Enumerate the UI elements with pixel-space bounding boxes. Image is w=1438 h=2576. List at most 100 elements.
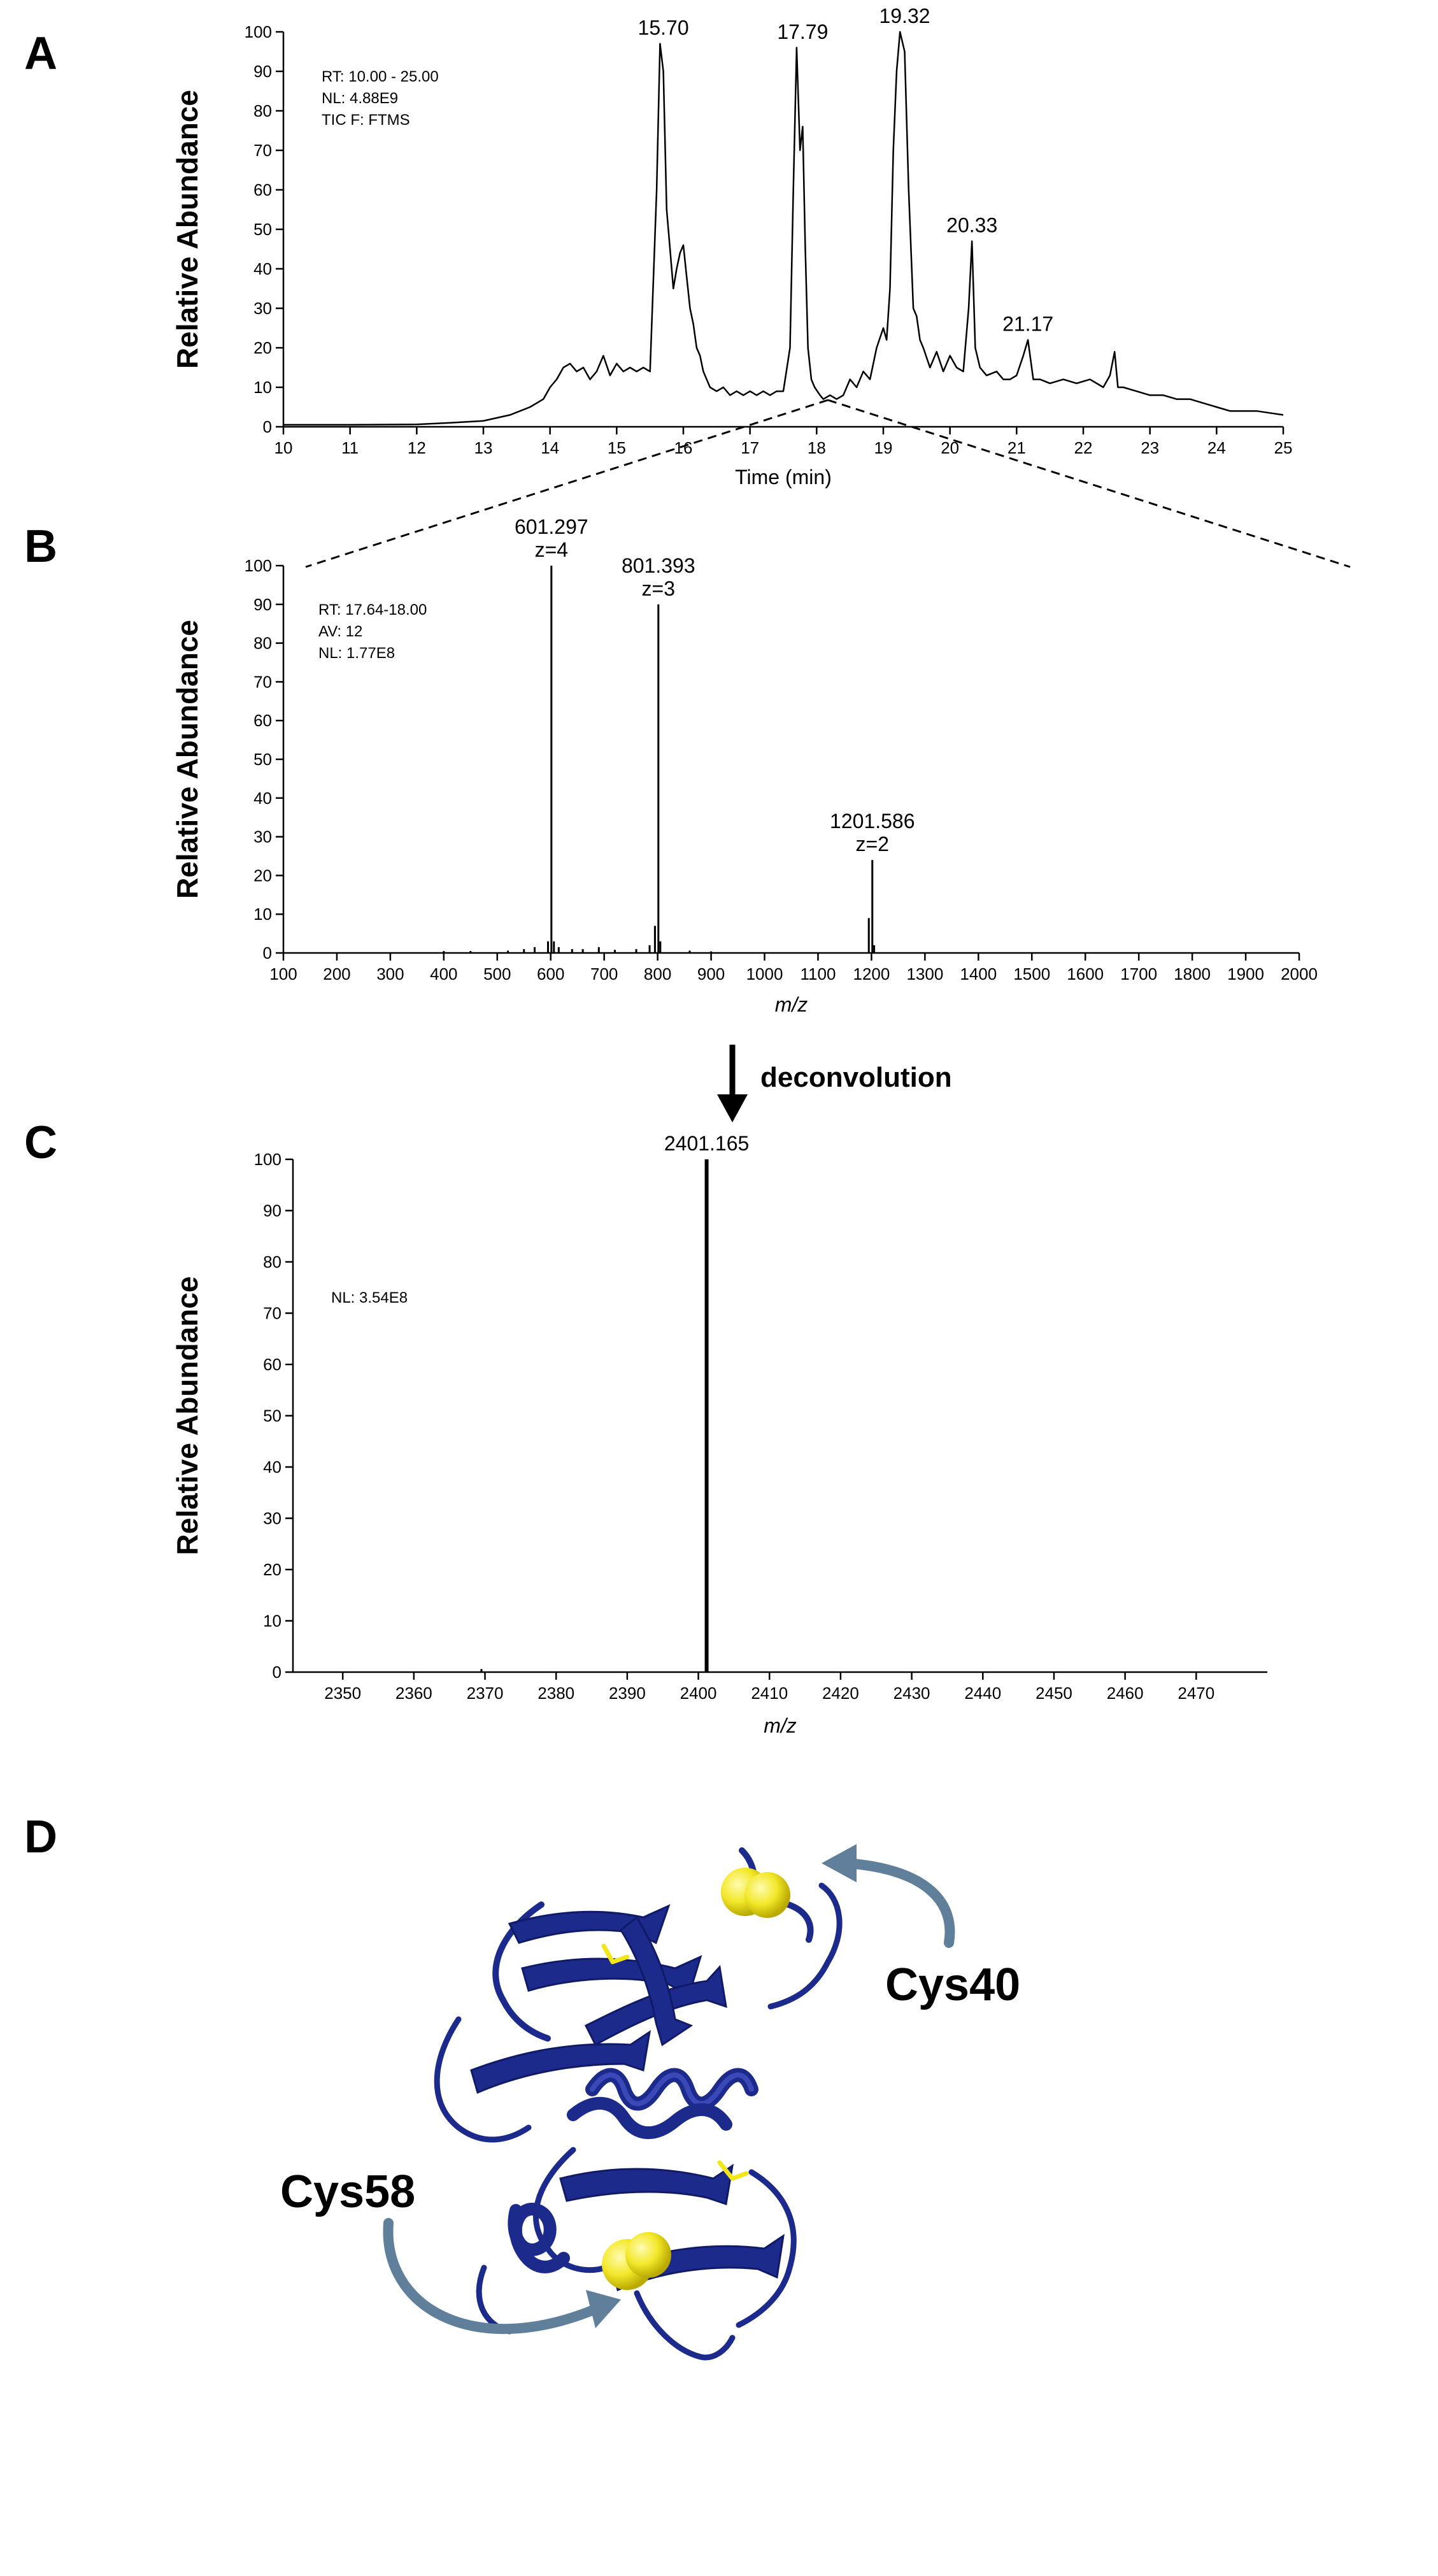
panel-label-b: B [24, 521, 57, 572]
ytick-label-a: 60 [253, 180, 272, 199]
ytick-label-c: 20 [263, 1560, 281, 1579]
ytick-label-b: 60 [253, 711, 272, 730]
peak-label-a: 15.70 [638, 17, 689, 39]
ytick-label-a: 0 [263, 417, 272, 436]
xtick-label-a: 25 [1274, 438, 1293, 457]
xtick-label-a: 19 [874, 438, 893, 457]
axis-a [282, 32, 1283, 428]
peak-label-b: 801.393 [622, 554, 695, 577]
xtick-label-b: 1700 [1120, 964, 1157, 984]
xtick-label-c: 2360 [395, 1684, 432, 1703]
xtick-label-b: 1000 [746, 964, 783, 984]
xtick-label-b: 800 [644, 964, 671, 984]
peak-label-c: 2401.165 [664, 1132, 749, 1155]
xtick-label-b: 1100 [801, 964, 836, 984]
info-line-c: NL: 3.54E8 [331, 1289, 408, 1306]
xtick-label-a: 22 [1074, 438, 1093, 457]
ytick-label-b: 50 [253, 750, 272, 769]
info-line-a: NL: 4.88E9 [322, 90, 398, 107]
ytick-label-a: 40 [253, 259, 272, 278]
ytick-label-a: 90 [253, 62, 272, 81]
ytick-label-b: 20 [253, 866, 272, 885]
cys58-label: Cys58 [280, 2166, 415, 2217]
xtick-label-c: 2430 [893, 1684, 930, 1703]
ytick-label-b: 10 [253, 905, 272, 924]
y-axis-label-c: Relative Abundance [171, 1277, 204, 1556]
ytick-label-a: 10 [253, 378, 272, 397]
xtick-label-c: 2410 [751, 1684, 788, 1703]
info-line-b: RT: 17.64-18.00 [318, 601, 427, 619]
axis-c [292, 1159, 1267, 1673]
ytick-label-a: 80 [253, 101, 272, 120]
xtick-label-a: 23 [1141, 438, 1159, 457]
ytick-label-c: 50 [263, 1406, 281, 1426]
xtick-label-b: 100 [269, 964, 297, 984]
xtick-label-b: 1600 [1067, 964, 1104, 984]
protein-structure [434, 1847, 843, 2361]
xtick-label-b: 1200 [853, 964, 890, 984]
ytick-label-c: 60 [263, 1355, 281, 1374]
xtick-label-b: 700 [590, 964, 618, 984]
ytick-label-b: 80 [253, 634, 272, 653]
charge-label-b: z=2 [856, 833, 889, 855]
ytick-label-b: 30 [253, 827, 272, 847]
xtick-label-a: 11 [341, 438, 359, 457]
panel-label-d: D [24, 1812, 57, 1863]
xtick-label-c: 2420 [822, 1684, 859, 1703]
axis-b [282, 566, 1299, 954]
series-line-a [283, 31, 1284, 426]
ytick-label-b: 100 [245, 556, 272, 575]
ytick-label-b: 0 [263, 943, 272, 962]
x-axis-label-c: m/z [764, 1714, 797, 1737]
y-axis-label-b: Relative Abundance [171, 620, 204, 899]
xtick-label-a: 13 [474, 438, 493, 457]
ytick-label-c: 70 [263, 1304, 281, 1323]
peak-label-a: 21.17 [1002, 313, 1053, 336]
peak-label-b: 601.297 [515, 515, 588, 538]
ytick-label-a: 50 [253, 220, 272, 239]
xtick-label-c: 2450 [1036, 1684, 1072, 1703]
peak-label-b: 1201.586 [830, 810, 915, 833]
xtick-label-c: 2370 [467, 1684, 504, 1703]
xtick-label-b: 1500 [1013, 964, 1050, 984]
ytick-label-a: 100 [245, 22, 272, 41]
charge-label-b: z=4 [535, 538, 568, 561]
xtick-label-a: 14 [541, 438, 559, 457]
chart-b-ms-spectrum: 0 10 20 30 40 50 60 70 80 90 100 100 200 300 400 500 600… [171, 515, 1318, 1016]
chart-c-deconvoluted-spectrum: 0 10 20 30 40 50 60 70 80 90 100 2350 2360 2370 2380 23… [171, 1132, 1267, 1737]
zoom-line-right [827, 399, 1351, 568]
info-line-a: RT: 10.00 - 25.00 [322, 68, 439, 85]
ytick-label-a: 70 [253, 141, 272, 160]
ytick-label-b: 90 [253, 595, 272, 614]
peak-label-a: 19.32 [879, 4, 930, 27]
xtick-label-b: 2000 [1281, 964, 1318, 984]
cys58-arrow [383, 2218, 621, 2335]
ytick-label-c: 10 [263, 1612, 281, 1631]
xtick-label-c: 2470 [1178, 1684, 1214, 1703]
ytick-label-b: 70 [253, 672, 272, 691]
xtick-label-c: 2440 [964, 1684, 1001, 1703]
ytick-label-c: 40 [263, 1457, 281, 1477]
xtick-label-a: 24 [1207, 438, 1226, 457]
peak-label-a: 17.79 [777, 20, 828, 43]
ytick-label-a: 20 [253, 338, 272, 357]
cys40-arrow [822, 1844, 955, 1948]
xtick-label-b: 500 [483, 964, 511, 984]
xtick-label-b: 300 [376, 964, 404, 984]
xtick-label-b: 600 [537, 964, 564, 984]
panel-label-c: C [24, 1117, 57, 1168]
xtick-label-c: 2380 [537, 1684, 574, 1703]
xtick-label-c: 2350 [324, 1684, 361, 1703]
xtick-label-b: 1400 [960, 964, 997, 984]
info-line-a: TIC F: FTMS [322, 111, 410, 129]
xtick-label-a: 21 [1007, 438, 1026, 457]
zoom-line-left [305, 399, 829, 568]
info-line-b: NL: 1.77E8 [318, 645, 395, 662]
cys40-label: Cys40 [885, 1959, 1020, 2010]
x-axis-label-a: Time (min) [735, 466, 832, 489]
deconvolution-label: deconvolution [760, 1062, 952, 1093]
xtick-label-c: 2460 [1107, 1684, 1144, 1703]
info-line-b: AV: 12 [318, 623, 362, 640]
